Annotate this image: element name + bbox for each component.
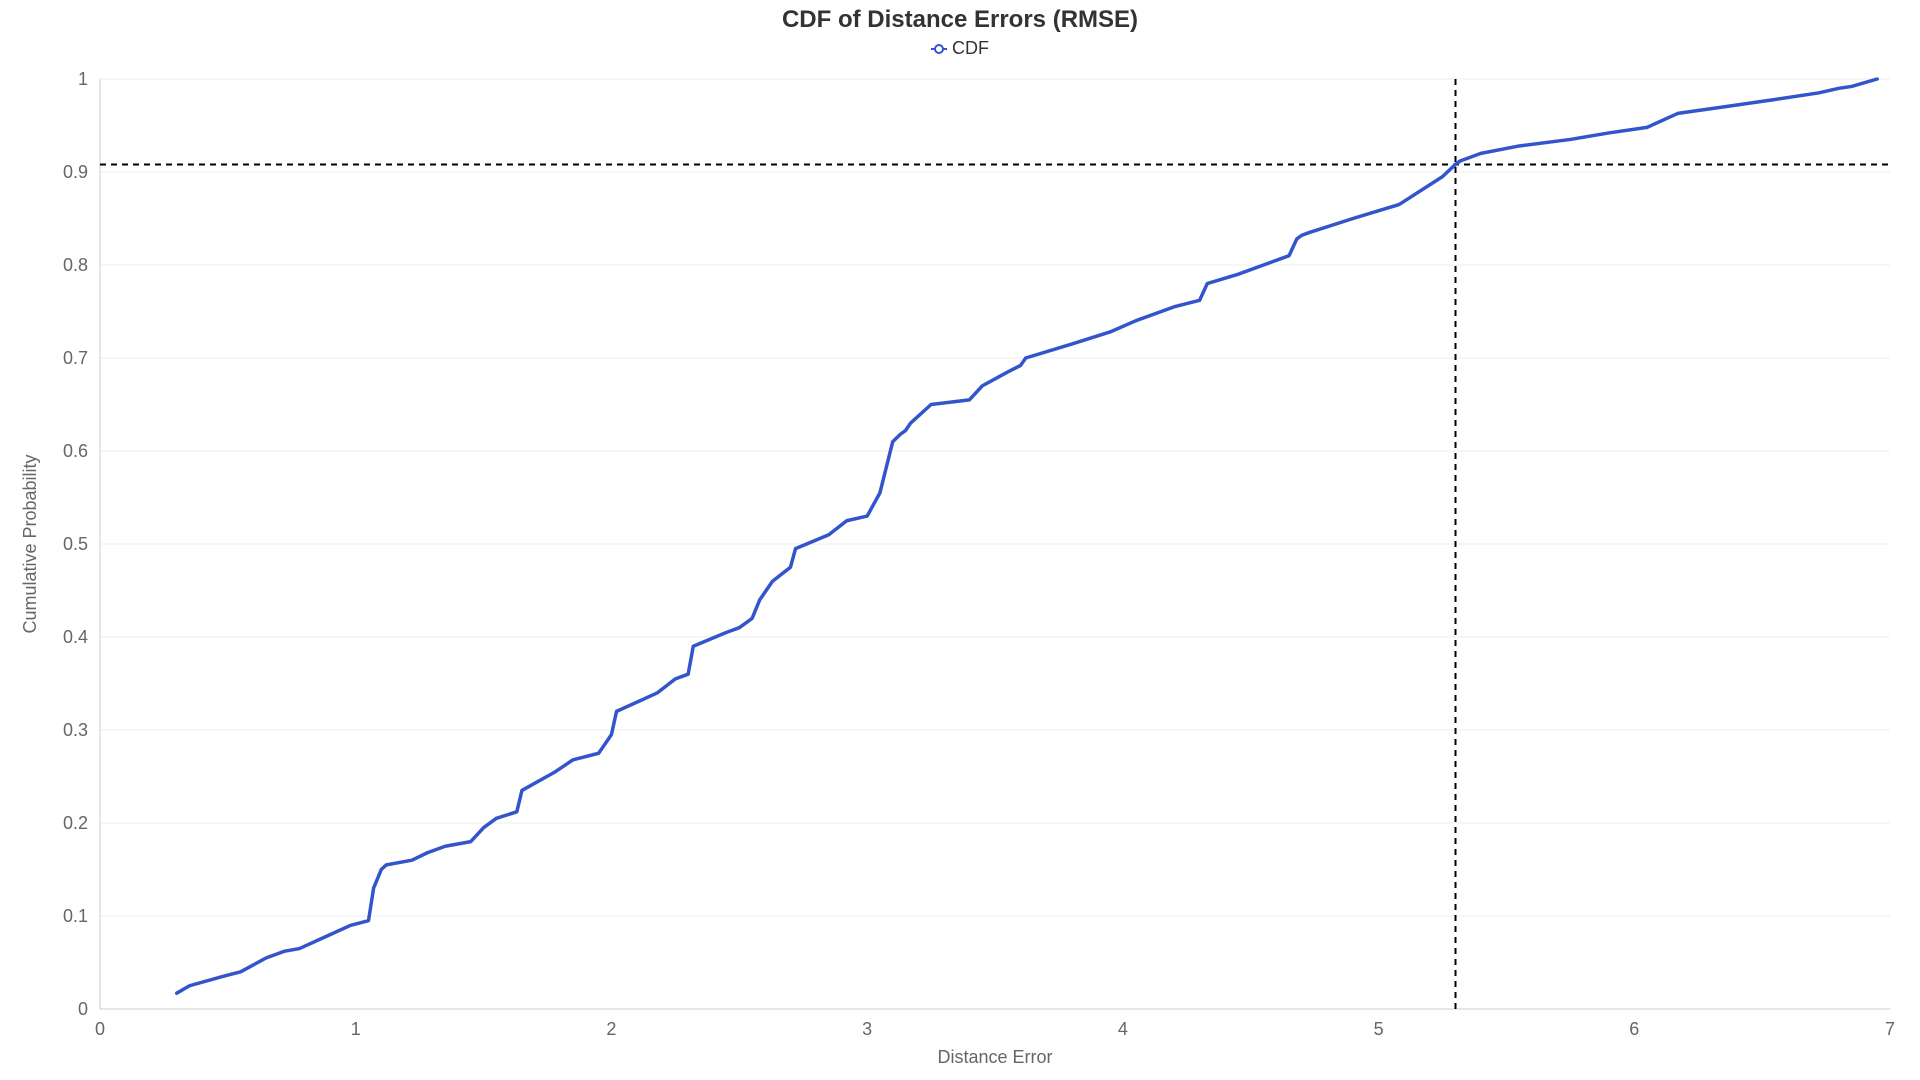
y-tick-label: 0.9 (63, 162, 88, 182)
chart-title: CDF of Distance Errors (RMSE) (0, 0, 1920, 34)
y-tick-label: 0.3 (63, 720, 88, 740)
x-tick-label: 0 (95, 1019, 105, 1039)
cdf-line (177, 79, 1878, 993)
y-tick-label: 0.8 (63, 255, 88, 275)
y-tick-label: 1 (78, 69, 88, 89)
x-tick-label: 2 (606, 1019, 616, 1039)
x-tick-label: 1 (351, 1019, 361, 1039)
y-axis-label: Cumulative Probability (20, 454, 40, 633)
legend-label: CDF (952, 38, 989, 58)
x-tick-label: 7 (1885, 1019, 1895, 1039)
x-tick-label: 3 (862, 1019, 872, 1039)
y-tick-label: 0.6 (63, 441, 88, 461)
y-tick-label: 0.4 (63, 627, 88, 647)
y-tick-label: 0.1 (63, 906, 88, 926)
x-tick-label: 4 (1118, 1019, 1128, 1039)
y-tick-label: 0 (78, 999, 88, 1019)
y-tick-label: 0.7 (63, 348, 88, 368)
y-tick-label: 0.2 (63, 813, 88, 833)
x-tick-label: 6 (1629, 1019, 1639, 1039)
x-tick-label: 5 (1374, 1019, 1384, 1039)
y-tick-label: 0.5 (63, 534, 88, 554)
x-axis-label: Distance Error (937, 1047, 1052, 1067)
cdf-chart: 0 0.1 0.2 0.3 0.4 0.5 0.6 0.7 0.8 0.9 1 0 1 2 3 4 5 6 7 Dis… (0, 59, 1920, 1079)
chart-legend: CDF (0, 38, 1920, 59)
legend-marker-icon (931, 41, 947, 57)
